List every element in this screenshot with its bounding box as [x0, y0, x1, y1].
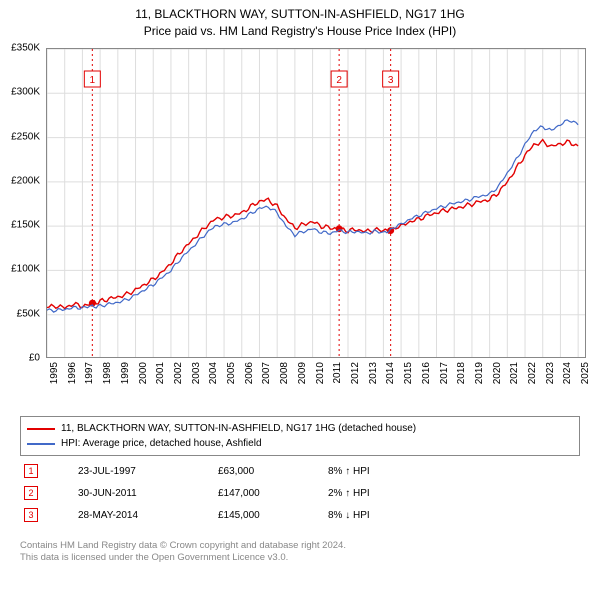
legend-label: 11, BLACKTHORN WAY, SUTTON-IN-ASHFIELD, … [61, 421, 416, 436]
license-line1: Contains HM Land Registry data © Crown c… [20, 540, 580, 552]
license-line2: This data is licensed under the Open Gov… [20, 552, 580, 564]
title-line1: 11, BLACKTHORN WAY, SUTTON-IN-ASHFIELD, … [0, 6, 600, 23]
title-block: 11, BLACKTHORN WAY, SUTTON-IN-ASHFIELD, … [0, 0, 600, 40]
legend-item: 11, BLACKTHORN WAY, SUTTON-IN-ASHFIELD, … [27, 421, 573, 436]
sale-row: 3 28-MAY-2014 £145,000 8% ↓ HPI [20, 504, 580, 526]
sale-diff: 8% ↑ HPI [328, 466, 428, 477]
x-tick-label: 2005 [226, 362, 237, 384]
svg-text:2: 2 [336, 75, 342, 86]
y-tick-label: £200K [11, 175, 40, 186]
sale-badge: 3 [24, 508, 38, 522]
x-tick-label: 2025 [580, 362, 591, 384]
x-tick-label: 2013 [368, 362, 379, 384]
license-text: Contains HM Land Registry data © Crown c… [20, 540, 580, 565]
arrow-up-icon: ↑ [345, 466, 350, 477]
legend-swatch [27, 443, 55, 445]
x-tick-label: 2009 [297, 362, 308, 384]
sale-badge-num: 2 [28, 489, 33, 498]
x-tick-label: 2015 [403, 362, 414, 384]
svg-text:3: 3 [388, 75, 394, 86]
sale-diff-pct: 8% [328, 466, 342, 477]
sale-date: 28-MAY-2014 [78, 510, 178, 521]
arrow-up-icon: ↑ [345, 488, 350, 499]
y-tick-label: £50K [17, 308, 40, 319]
x-tick-label: 2020 [492, 362, 503, 384]
x-tick-label: 2012 [350, 362, 361, 384]
sale-events: 1 23-JUL-1997 £63,000 8% ↑ HPI 2 30-JUN-… [20, 460, 580, 526]
x-tick-label: 2001 [155, 362, 166, 384]
x-tick-label: 2010 [315, 362, 326, 384]
x-tick-label: 2021 [509, 362, 520, 384]
x-tick-label: 2007 [261, 362, 272, 384]
chart-container: 11, BLACKTHORN WAY, SUTTON-IN-ASHFIELD, … [0, 0, 600, 590]
x-tick-label: 2019 [474, 362, 485, 384]
x-tick-label: 1998 [102, 362, 113, 384]
x-tick-label: 1999 [120, 362, 131, 384]
x-tick-label: 2000 [138, 362, 149, 384]
sale-badge: 2 [24, 486, 38, 500]
x-tick-label: 2014 [385, 362, 396, 384]
x-tick-label: 2003 [191, 362, 202, 384]
chart-area: 123 £0£50K£100K£150K£200K£250K£300K£350K… [46, 48, 586, 358]
x-tick-label: 2004 [208, 362, 219, 384]
sale-diff: 8% ↓ HPI [328, 510, 428, 521]
title-line2: Price paid vs. HM Land Registry's House … [0, 23, 600, 40]
sale-row: 1 23-JUL-1997 £63,000 8% ↑ HPI [20, 460, 580, 482]
x-tick-label: 2008 [279, 362, 290, 384]
x-tick-label: 2011 [332, 362, 343, 384]
sale-date: 30-JUN-2011 [78, 488, 178, 499]
x-tick-label: 2018 [456, 362, 467, 384]
y-tick-label: £0 [29, 353, 40, 364]
sale-price: £63,000 [218, 466, 288, 477]
sale-diff: 2% ↑ HPI [328, 488, 428, 499]
sale-diff-label: HPI [353, 488, 370, 499]
sale-badge: 1 [24, 464, 38, 478]
y-tick-label: £150K [11, 220, 40, 231]
y-tick-label: £250K [11, 131, 40, 142]
sale-badge-num: 3 [28, 511, 33, 520]
legend-item: HPI: Average price, detached house, Ashf… [27, 436, 573, 451]
sale-date: 23-JUL-1997 [78, 466, 178, 477]
sale-diff-pct: 2% [328, 488, 342, 499]
x-tick-label: 2006 [244, 362, 255, 384]
x-tick-label: 2017 [439, 362, 450, 384]
line-chart: 1 2 3 [46, 48, 586, 358]
y-tick-label: £350K [11, 43, 40, 54]
sale-price: £147,000 [218, 488, 288, 499]
x-tick-label: 2016 [421, 362, 432, 384]
sale-diff-pct: 8% [328, 510, 342, 521]
x-tick-label: 1995 [49, 362, 60, 384]
legend-label: HPI: Average price, detached house, Ashf… [61, 436, 262, 451]
x-tick-label: 2023 [545, 362, 556, 384]
x-tick-label: 1997 [84, 362, 95, 384]
sale-badge-num: 1 [28, 467, 33, 476]
legend: 11, BLACKTHORN WAY, SUTTON-IN-ASHFIELD, … [20, 416, 580, 456]
x-tick-label: 2022 [527, 362, 538, 384]
legend-swatch [27, 428, 55, 430]
sale-row: 2 30-JUN-2011 £147,000 2% ↑ HPI [20, 482, 580, 504]
svg-text:1: 1 [90, 75, 96, 86]
arrow-down-icon: ↓ [345, 510, 350, 521]
sale-diff-label: HPI [353, 466, 370, 477]
x-tick-label: 1996 [67, 362, 78, 384]
x-tick-label: 2024 [562, 362, 573, 384]
sale-price: £145,000 [218, 510, 288, 521]
x-tick-label: 2002 [173, 362, 184, 384]
y-tick-label: £100K [11, 264, 40, 275]
y-tick-label: £300K [11, 87, 40, 98]
sale-diff-label: HPI [353, 510, 370, 521]
